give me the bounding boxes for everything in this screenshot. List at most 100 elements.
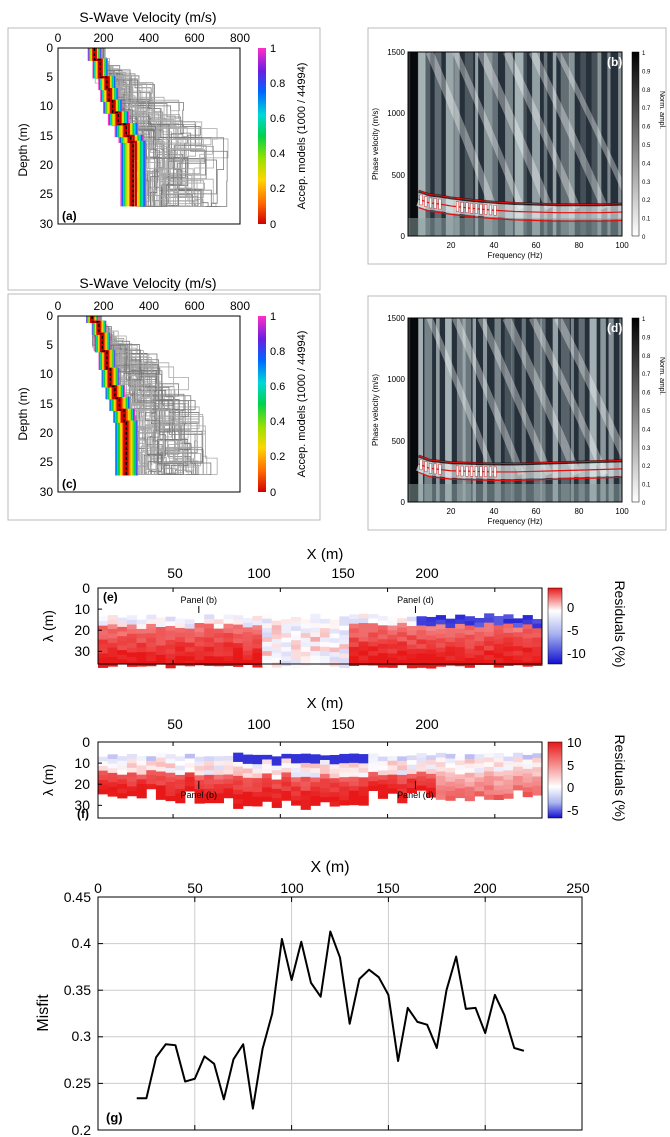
panel-e-colorbar [547,587,563,665]
energy-band [608,318,614,502]
residual-cell [117,617,128,623]
residual-cell [445,767,456,773]
residual-cell [271,620,282,626]
energy-band [475,52,479,236]
residual-cell [455,765,466,771]
residual-cell [300,758,311,764]
residual-cell [291,649,302,655]
residual-cell [271,662,282,668]
residual-cell [416,780,427,787]
residual-cell [532,781,543,787]
residual-cell [387,630,398,636]
residual-cell [426,644,437,650]
energy-ridge [477,52,554,210]
residual-cell [271,643,282,649]
accepted-model [94,48,137,207]
residual-cell [445,795,456,801]
colorbar-tick-label: 0.7 [642,106,651,112]
residual-cell [397,646,408,652]
residual-cell [474,758,485,764]
residual-cell [320,773,331,780]
residual-cell [300,753,311,759]
residual-cell [329,782,340,789]
a-ytick-0: 0 [46,41,53,55]
residual-cell [377,643,389,650]
residual-cell [194,775,205,781]
residual-cell [223,623,234,629]
energy-band [607,52,611,236]
rejected-model [92,316,184,475]
residual-cell [329,768,340,775]
residual-cell [146,779,157,785]
residual-cell [484,757,495,763]
residual-cell [117,793,128,799]
colorbar-tick-label: 0.5 [642,143,651,149]
residual-cell [98,639,109,645]
residual-cell [329,764,340,770]
residual-cell [464,662,475,668]
residual-cell [522,764,533,770]
residual-cell [107,628,118,635]
residual-cell [416,753,427,759]
residual-cell [233,761,244,768]
residual-cell [98,658,109,664]
residual-cell [435,790,446,796]
residual-cell [233,799,244,805]
panel-a-ylabel: Depth (m) [16,123,30,176]
residual-cell [223,633,234,639]
residual-cell [300,786,311,792]
pick-box [438,198,442,210]
residual-cell [146,614,157,620]
panel-a-colorbar [258,48,266,224]
residual-cell [155,780,167,786]
residual-cell [513,757,524,763]
c-xtick-1: 200 [93,299,113,313]
residual-cell [310,772,321,779]
residual-cell [484,622,495,628]
residual-cell [271,760,282,767]
residual-cell [223,656,234,662]
residual-cell [117,770,128,776]
c-xtick-0: 0 [55,299,62,313]
f-cb-tick-1: 5 [567,758,574,773]
residual-cell [291,616,302,623]
residual-cell [204,632,215,639]
residual-cell [397,770,408,776]
residual-cell [165,795,176,802]
residual-cell [426,759,437,766]
residual-cell [242,782,253,788]
residual-cell [435,752,446,759]
residual-cell [513,775,524,782]
residual-cell [464,754,475,760]
residual-cell [281,763,292,769]
residual-cell [281,772,292,778]
residual-cell [416,762,427,768]
residual-cell [233,615,244,621]
residual-cell [513,780,524,786]
b-xtick-4: 100 [615,241,629,250]
g-ytick-4: 0.4 [72,935,92,951]
residual-cell [107,633,118,639]
residual-cell [291,635,302,641]
panel-f-colorbar-label: Residuals (%) [612,734,628,821]
residual-cell [484,645,495,651]
residual-cell [233,789,244,795]
residual-cell [242,627,253,633]
residual-cell [522,754,533,761]
residual-cell [213,788,224,794]
residual-cell [184,637,196,644]
panel-d-colorbar [631,317,640,503]
residual-cell [126,643,138,649]
residual-cell [242,622,253,628]
residual-cell [387,644,398,650]
residual-cell [126,657,138,663]
residual-cell [194,756,205,762]
residual-cell [522,773,533,779]
energy-band [578,318,585,502]
residual-cell [368,762,379,768]
residual-cell [204,779,215,785]
residual-cell [416,644,427,650]
residual-cell [387,783,398,790]
residual-cell [377,634,389,640]
residual-cell [368,641,379,647]
